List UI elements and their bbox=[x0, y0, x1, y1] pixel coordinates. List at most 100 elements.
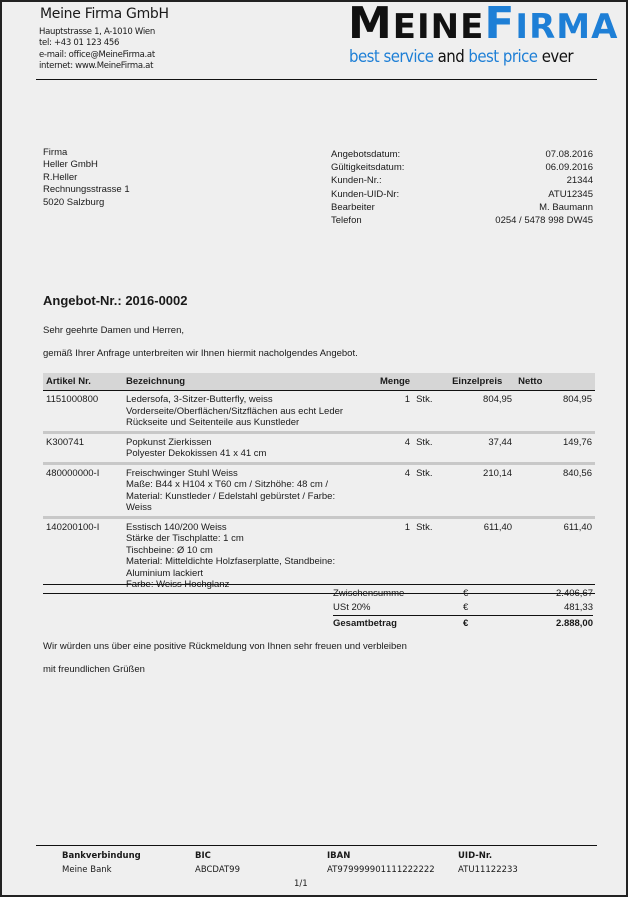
recipient-line: 5020 Salzburg bbox=[43, 196, 105, 208]
recipient-line: Rechnungsstrasse 1 bbox=[43, 184, 130, 196]
col-article: Artikel Nr. bbox=[43, 373, 123, 391]
sender-address: Hauptstrasse 1, A-1010 Wien bbox=[39, 27, 155, 37]
iban-value: AT979999901111222222 bbox=[327, 865, 435, 875]
totals-label: USt 20% bbox=[333, 602, 371, 613]
table-row: 480000000-I Freischwinger Stuhl Weiss Maße… bbox=[43, 463, 595, 519]
article-number: 480000000-I bbox=[43, 463, 123, 519]
recipient-line: Heller GmbH bbox=[43, 159, 98, 171]
sender-internet: internet: www.MeineFirma.at bbox=[39, 60, 154, 71]
unit: Stk. bbox=[413, 432, 450, 465]
quantity: 1 bbox=[377, 517, 414, 594]
meta-value: 07.08.2016 bbox=[545, 149, 593, 160]
uid-label: UID-Nr. bbox=[458, 851, 493, 861]
totals-row: USt 20% €481,33 bbox=[333, 601, 593, 615]
meta-value: M. Baumann bbox=[539, 201, 593, 213]
meta-value: ATU12345 bbox=[548, 188, 593, 200]
quantity: 4 bbox=[377, 463, 414, 519]
sender-company-name: Meine Firma GmbH bbox=[40, 6, 169, 22]
item-description: Freischwinger Stuhl Weiss Maße: B44 x H10… bbox=[123, 463, 377, 519]
description-line: Vorderseite/Oberflächen/Sitzflächen aus … bbox=[126, 405, 344, 417]
unit-price: 210,14 bbox=[449, 463, 516, 519]
recipient-address: Firma Heller GmbH R.Heller Rechnungsstra… bbox=[43, 147, 130, 209]
description-line: Material: Mitteldichte Holzfaserplatte, … bbox=[126, 556, 336, 567]
tagline-part: best service bbox=[349, 47, 434, 67]
bic-value: ABCDAT99 bbox=[195, 865, 240, 875]
meta-label: Kunden-Nr.: bbox=[331, 175, 382, 187]
company-logo: MEINEFIRMA bbox=[348, 0, 619, 49]
description-line: Freischwinger Stuhl Weiss bbox=[126, 467, 238, 479]
description-line: Popkunst Zierkissen bbox=[126, 436, 212, 448]
col-net: Netto bbox=[515, 373, 595, 391]
meta-row: Kunden-UID-Nr: ATU12345 bbox=[331, 188, 593, 201]
sender-email: e-mail: office@MeineFirma.at bbox=[39, 49, 155, 60]
bank-label: Bankverbindung bbox=[62, 851, 141, 861]
description-line: Tischbeine: Ø 10 cm bbox=[126, 544, 213, 556]
net-price: 149,76 bbox=[515, 432, 595, 465]
meta-label: Telefon bbox=[331, 215, 362, 227]
unit: Stk. bbox=[413, 517, 450, 594]
totals-currency: € bbox=[463, 618, 469, 629]
totals-label: Zwischensumme bbox=[333, 588, 405, 599]
meta-value: 21344 bbox=[566, 175, 593, 187]
description-line: Stärke der Tischplatte: 1 cm bbox=[126, 533, 244, 544]
footer-divider bbox=[36, 845, 597, 846]
regards-text: mit freundlichen Grüßen bbox=[43, 664, 145, 675]
description-line: Material: Kunstleder / Edelstahl gebürst… bbox=[126, 490, 336, 502]
description-line: Rückseite und Seitenteile aus Kunstleder bbox=[126, 417, 300, 428]
table-row: K300741 Popkunst Zierkissen Polyester Deko… bbox=[43, 432, 595, 465]
meta-label: Kunden-UID-Nr: bbox=[331, 188, 400, 200]
bic-label: BIC bbox=[195, 851, 211, 861]
totals-value: 481,33 bbox=[563, 602, 593, 613]
col-unit-price: Einzelpreis bbox=[449, 373, 516, 391]
totals-row: Zwischensumme €2.406,67 bbox=[333, 587, 593, 601]
meta-row: Telefon 0254 / 5478 998 DW45 bbox=[331, 214, 593, 227]
meta-label: Gültigkeitsdatum: bbox=[331, 162, 405, 174]
item-description: Popkunst Zierkissen Polyester Dekokissen … bbox=[123, 432, 377, 465]
unit: Stk. bbox=[413, 390, 450, 434]
items-table: Artikel Nr. Bezeichnung Menge Einzelprei… bbox=[43, 373, 595, 594]
col-quantity: Menge bbox=[377, 373, 414, 391]
item-description: Esstisch 140/200 Weiss Stärke der Tischpl… bbox=[123, 517, 377, 594]
description-line: Esstisch 140/200 Weiss bbox=[126, 521, 227, 533]
table-row: 140200100-I Esstisch 140/200 Weiss Stärke … bbox=[43, 517, 595, 594]
bank-value: Meine Bank bbox=[62, 865, 112, 875]
net-price: 804,95 bbox=[515, 390, 595, 434]
description-line: Weiss bbox=[126, 502, 152, 513]
totals-row-grand: Gesamtbetrag €2.888,00 bbox=[333, 615, 593, 631]
description-line: Aluminium lackiert bbox=[126, 567, 204, 579]
meta-row: Angebotsdatum: 07.08.2016 bbox=[331, 148, 593, 161]
item-description: Ledersofa, 3-Sitzer-Butterfly, weiss Vord… bbox=[123, 390, 377, 434]
meta-row: Gültigkeitsdatum: 06.09.2016 bbox=[331, 161, 593, 174]
quantity: 1 bbox=[377, 390, 414, 434]
header-divider bbox=[36, 79, 597, 80]
meta-value: 06.09.2016 bbox=[545, 162, 593, 174]
meta-label: Angebotsdatum: bbox=[331, 149, 401, 160]
unit-price: 611,40 bbox=[449, 517, 516, 594]
unit-price: 37,44 bbox=[449, 432, 516, 465]
col-description: Bezeichnung bbox=[123, 373, 377, 391]
totals: Zwischensumme €2.406,67 USt 20% €481,33 Ge… bbox=[333, 587, 593, 631]
meta-row: Kunden-Nr.: 21344 bbox=[331, 174, 593, 187]
net-price: 611,40 bbox=[515, 517, 595, 594]
totals-currency: € bbox=[463, 602, 469, 613]
greeting: Sehr geehrte Damen und Herren, bbox=[43, 325, 184, 336]
iban-label: IBAN bbox=[327, 851, 351, 861]
offer-title: Angebot-Nr.: 2016-0002 bbox=[43, 293, 188, 308]
article-number: K300741 bbox=[43, 432, 123, 465]
recipient-line: R.Heller bbox=[43, 171, 78, 183]
recipient-line: Firma bbox=[43, 147, 68, 158]
totals-currency: € bbox=[463, 588, 469, 599]
table-header: Artikel Nr. Bezeichnung Menge Einzelprei… bbox=[43, 373, 595, 391]
net-price: 840,56 bbox=[515, 463, 595, 519]
description-line: Polyester Dekokissen 41 x 41 cm bbox=[126, 448, 267, 459]
tagline-part: ever bbox=[537, 47, 574, 67]
page-number: 1/1 bbox=[294, 879, 308, 889]
intro-text: gemäß Ihrer Anfrage unterbreiten wir Ihn… bbox=[43, 348, 358, 359]
description-line: Maße: B44 x H104 x T60 cm / Sitzhöhe: 48… bbox=[126, 479, 329, 490]
closing-text: Wir würden uns über eine positive Rückme… bbox=[43, 641, 407, 652]
meta-row: Bearbeiter M. Baumann bbox=[331, 201, 593, 214]
logo-tagline: best service and best price ever bbox=[349, 47, 574, 67]
col-unit bbox=[413, 373, 450, 391]
offer-meta: Angebotsdatum: 07.08.2016 Gültigkeitsdatu… bbox=[331, 148, 593, 227]
